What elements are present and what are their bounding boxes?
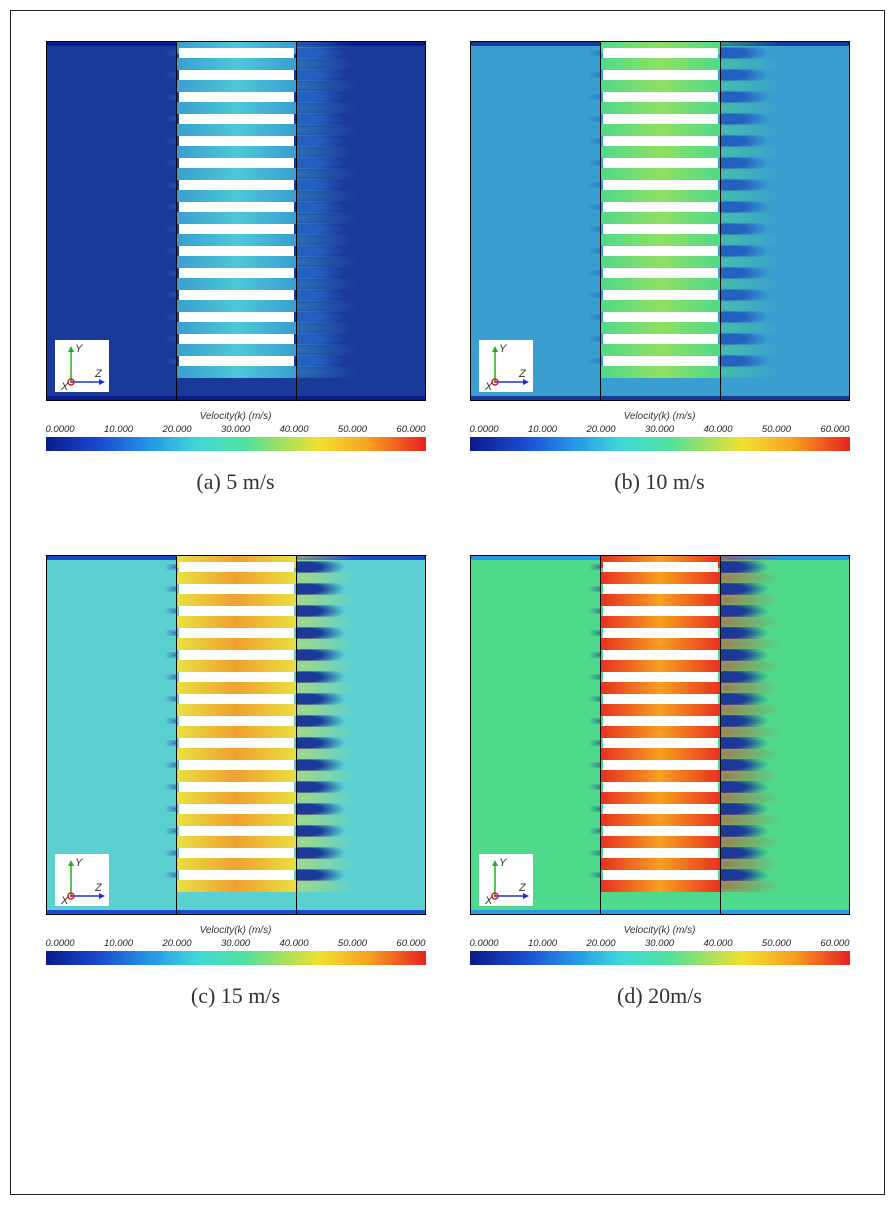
axis-badge: Y X Z: [479, 340, 533, 392]
svg-text:Y: Y: [75, 343, 83, 355]
svg-text:X: X: [484, 895, 493, 906]
colorbar-tick: 10.000: [528, 424, 557, 435]
svg-text:Y: Y: [499, 857, 507, 869]
colorbar: Velocity(k) (m/s) 0.0000 10.000 20.000 30.00…: [46, 925, 426, 965]
axis-badge: Y X Z: [55, 340, 109, 392]
svg-text:Z: Z: [94, 882, 103, 894]
colorbar-tick: 40.000: [703, 938, 732, 949]
svg-text:X: X: [60, 895, 69, 906]
colorbar-title: Velocity(k) (m/s): [200, 925, 272, 936]
colorbar-tick: 0.0000: [470, 938, 499, 949]
colorbar-tick: 30.000: [645, 938, 674, 949]
axis-badge: Y X Z: [479, 854, 533, 906]
colorbar-tick: 50.000: [338, 938, 367, 949]
colorbar-bar: [46, 437, 426, 451]
colorbar-tick: 40.000: [279, 424, 308, 435]
cell-b: Y X Z Velocity(k) (m/s) 0.0000 10.000 20.00…: [460, 41, 859, 495]
colorbar-bar: [470, 437, 850, 451]
colorbar: Velocity(k) (m/s) 0.0000 10.000 20.000 30.00…: [470, 411, 850, 451]
center-fin-strip: [600, 42, 722, 400]
svg-text:Y: Y: [499, 343, 507, 355]
colorbar: Velocity(k) (m/s) 0.0000 10.000 20.000 30.00…: [470, 925, 850, 965]
colorbar-tick: 20.000: [162, 424, 191, 435]
axis-badge: Y X Z: [55, 854, 109, 906]
colorbar-tick: 40.000: [703, 424, 732, 435]
colorbar-tick: 20.000: [586, 938, 615, 949]
colorbar-ticks: 0.0000 10.000 20.000 30.000 40.000 50.000 60.0…: [46, 938, 426, 949]
colorbar-tick: 40.000: [279, 938, 308, 949]
page-frame: Y X Z Velocity(k) (m/s) 0.0000 10.000 20.00…: [10, 10, 885, 1195]
colorbar-tick: 60.000: [396, 938, 425, 949]
sim-panel-c: Y X Z: [46, 555, 426, 915]
svg-text:Z: Z: [518, 368, 527, 380]
caption-a: (a) 5 m/s: [196, 469, 274, 495]
colorbar-tick: 60.000: [820, 424, 849, 435]
colorbar-title: Velocity(k) (m/s): [624, 925, 696, 936]
caption-b: (b) 10 m/s: [614, 469, 704, 495]
colorbar-tick: 30.000: [221, 424, 250, 435]
caption-d: (d) 20m/s: [617, 983, 702, 1009]
center-fin-strip: [176, 556, 298, 914]
center-fin-strip: [176, 42, 298, 400]
colorbar-ticks: 0.0000 10.000 20.000 30.000 40.000 50.000 60.0…: [470, 938, 850, 949]
colorbar-tick: 60.000: [396, 424, 425, 435]
sim-panel-b: Y X Z: [470, 41, 850, 401]
sim-panel-a: Y X Z: [46, 41, 426, 401]
colorbar-tick: 50.000: [762, 424, 791, 435]
colorbar-ticks: 0.0000 10.000 20.000 30.000 40.000 50.000 60.0…: [46, 424, 426, 435]
svg-text:Z: Z: [94, 368, 103, 380]
sim-panel-d: Y X Z: [470, 555, 850, 915]
colorbar-tick: 50.000: [762, 938, 791, 949]
colorbar-tick: 10.000: [104, 938, 133, 949]
svg-text:Y: Y: [75, 857, 83, 869]
panel-grid: Y X Z Velocity(k) (m/s) 0.0000 10.000 20.00…: [36, 41, 859, 1009]
colorbar-tick: 30.000: [645, 424, 674, 435]
colorbar-tick: 0.0000: [470, 424, 499, 435]
cell-d: Y X Z Velocity(k) (m/s) 0.0000 10.000 20.00…: [460, 555, 859, 1009]
colorbar-ticks: 0.0000 10.000 20.000 30.000 40.000 50.000 60.0…: [470, 424, 850, 435]
cell-c: Y X Z Velocity(k) (m/s) 0.0000 10.000 20.00…: [36, 555, 435, 1009]
colorbar-tick: 0.0000: [46, 424, 75, 435]
colorbar-tick: 30.000: [221, 938, 250, 949]
svg-text:X: X: [60, 381, 69, 392]
svg-text:X: X: [484, 381, 493, 392]
colorbar-title: Velocity(k) (m/s): [200, 411, 272, 422]
colorbar: Velocity(k) (m/s) 0.0000 10.000 20.000 30.00…: [46, 411, 426, 451]
colorbar-tick: 0.0000: [46, 938, 75, 949]
colorbar-tick: 50.000: [338, 424, 367, 435]
cell-a: Y X Z Velocity(k) (m/s) 0.0000 10.000 20.00…: [36, 41, 435, 495]
colorbar-tick: 60.000: [820, 938, 849, 949]
colorbar-tick: 20.000: [162, 938, 191, 949]
caption-c: (c) 15 m/s: [191, 983, 280, 1009]
colorbar-title: Velocity(k) (m/s): [624, 411, 696, 422]
colorbar-bar: [46, 951, 426, 965]
colorbar-tick: 20.000: [586, 424, 615, 435]
colorbar-tick: 10.000: [104, 424, 133, 435]
svg-text:Z: Z: [518, 882, 527, 894]
colorbar-bar: [470, 951, 850, 965]
colorbar-tick: 10.000: [528, 938, 557, 949]
center-fin-strip: [600, 556, 722, 914]
